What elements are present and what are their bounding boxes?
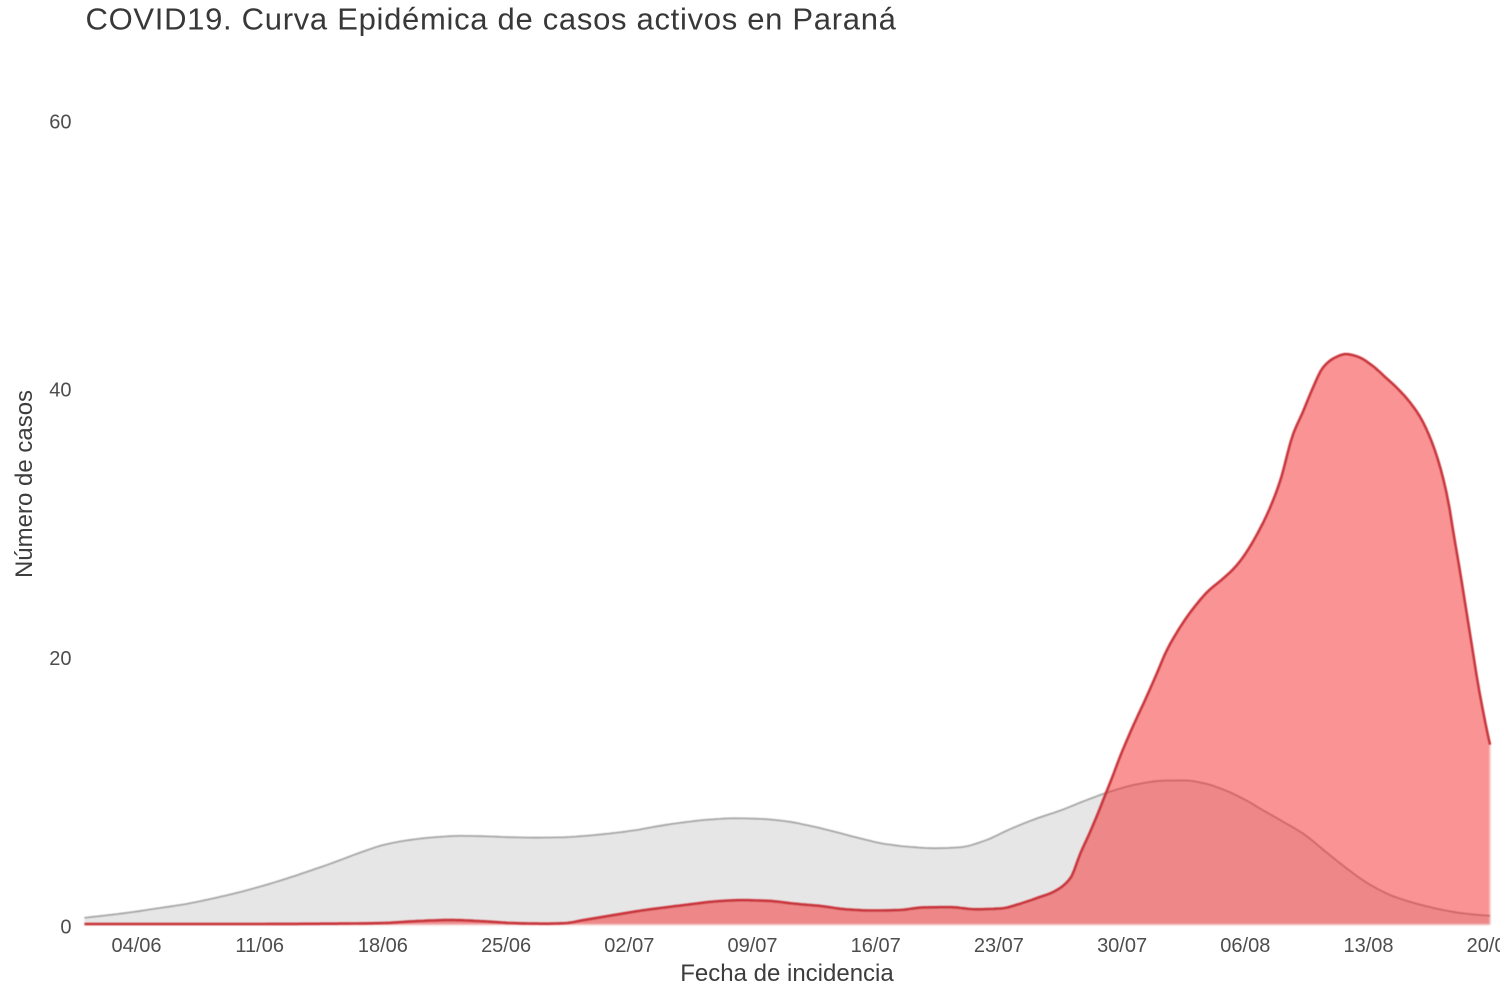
svg-text:25/06: 25/06 [481, 935, 531, 957]
svg-text:COVID19. Curva Epidémica de ca: COVID19. Curva Epidémica de casos activo… [86, 2, 897, 37]
svg-text:0: 0 [60, 917, 71, 939]
svg-text:18/06: 18/06 [358, 935, 408, 957]
svg-text:09/07: 09/07 [727, 935, 777, 957]
svg-text:40: 40 [49, 380, 71, 402]
svg-text:30/07: 30/07 [1097, 935, 1147, 957]
svg-text:20/08: 20/08 [1467, 935, 1500, 957]
svg-text:20: 20 [49, 648, 71, 670]
svg-text:Fecha de incidencia: Fecha de incidencia [680, 960, 894, 987]
svg-text:Número de casos: Número de casos [11, 390, 38, 578]
svg-text:02/07: 02/07 [604, 935, 654, 957]
svg-text:60: 60 [49, 111, 71, 133]
svg-text:23/07: 23/07 [974, 935, 1024, 957]
svg-text:11/06: 11/06 [235, 935, 284, 957]
svg-text:04/06: 04/06 [111, 935, 161, 957]
svg-text:16/07: 16/07 [851, 935, 901, 957]
svg-text:13/08: 13/08 [1343, 935, 1393, 957]
svg-text:06/08: 06/08 [1220, 935, 1270, 957]
